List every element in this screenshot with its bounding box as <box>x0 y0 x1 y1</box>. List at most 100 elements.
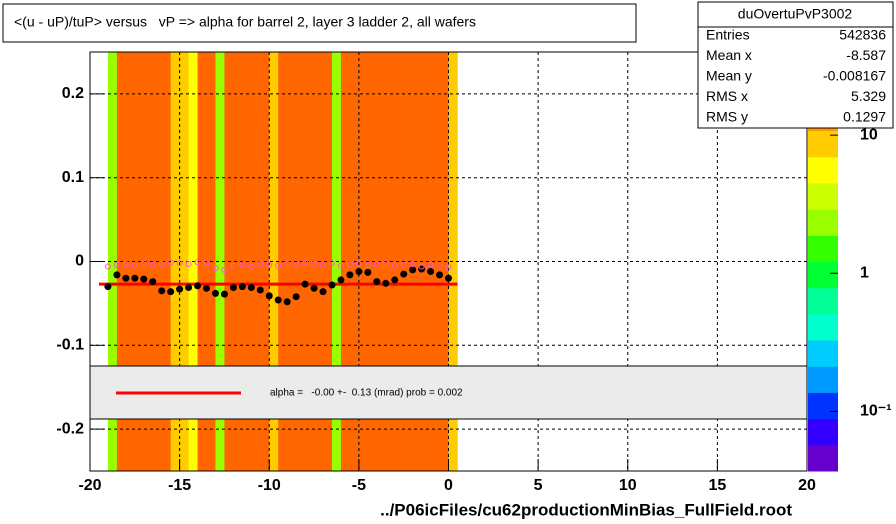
profile-point <box>373 278 381 286</box>
profile-point <box>266 261 273 268</box>
color-scale-step <box>808 444 838 472</box>
color-scale-step <box>808 340 838 367</box>
profile-point <box>346 271 354 279</box>
profile-point <box>391 262 398 269</box>
profile-point <box>382 279 390 287</box>
profile-point <box>283 298 291 306</box>
profile-point <box>346 261 353 268</box>
color-scale-step <box>808 130 838 158</box>
x-tick-label: -10 <box>258 477 281 494</box>
profile-point <box>113 261 120 268</box>
heatmap-cell <box>251 52 261 471</box>
profile-point <box>274 296 282 304</box>
profile-point <box>320 261 327 268</box>
profile-point <box>212 265 219 272</box>
profile-point <box>176 285 184 293</box>
profile-point <box>203 284 211 292</box>
profile-point <box>302 259 309 266</box>
color-scale-step <box>808 235 838 262</box>
y-tick-label: -0.1 <box>56 337 84 354</box>
profile-point <box>364 261 371 268</box>
x-tick-label: 0 <box>444 477 453 494</box>
profile-point <box>427 268 435 276</box>
profile-point <box>185 261 192 268</box>
stats-value: 0.1297 <box>843 109 886 125</box>
stats-label: RMS y <box>706 109 748 125</box>
profile-point <box>211 289 219 297</box>
profile-point <box>122 261 129 268</box>
heatmap-cell <box>287 52 297 471</box>
x-tick-label: -5 <box>352 477 366 494</box>
profile-point <box>436 271 444 279</box>
heatmap-cell <box>233 52 243 471</box>
stats-name: duOvertuPvP3002 <box>738 6 853 22</box>
heatmap-cell <box>125 52 136 471</box>
profile-point <box>328 281 336 289</box>
x-tick-label: 20 <box>798 477 816 494</box>
heatmap-cell <box>448 52 458 471</box>
profile-point <box>409 266 417 274</box>
y-tick-label: -0.2 <box>56 420 84 437</box>
stats-label: Mean y <box>706 68 752 84</box>
profile-point <box>113 271 121 279</box>
profile-point <box>275 262 282 269</box>
frame <box>89 51 808 472</box>
heatmap-cell <box>358 52 369 471</box>
profile-point <box>284 260 291 267</box>
profile-point <box>355 268 363 276</box>
profile-point <box>229 283 237 291</box>
profile-point <box>427 261 434 268</box>
y-tick-label: 0.2 <box>62 85 84 102</box>
stats-value: -0.008167 <box>823 68 886 84</box>
y-tick-label: 0 <box>75 253 84 270</box>
heatmap-cell <box>340 52 351 471</box>
profile-point <box>293 261 300 268</box>
color-scale-step <box>808 366 838 393</box>
color-scale-step <box>808 261 838 289</box>
z-tick-label: 1 <box>860 264 869 281</box>
stats-label: RMS x <box>706 88 748 104</box>
profile-point <box>230 262 237 269</box>
profile-point <box>391 276 399 284</box>
title-box <box>2 3 637 43</box>
profile-point <box>265 292 273 300</box>
profile-point <box>337 262 344 269</box>
profile-point <box>248 263 255 270</box>
stats-value: 542836 <box>839 27 886 43</box>
profile-point <box>257 261 264 268</box>
profile-point <box>158 287 166 295</box>
profile-point <box>256 286 264 294</box>
profile-point <box>382 260 389 267</box>
profile-point <box>221 266 228 273</box>
stats-value: -8.587 <box>846 47 886 63</box>
profile-point <box>167 259 174 266</box>
profile-point <box>445 264 452 271</box>
heatmap-cell <box>305 52 315 471</box>
color-scale-step <box>808 287 838 315</box>
profile-point <box>131 274 139 282</box>
profile-point <box>104 263 111 270</box>
profile-point <box>131 262 138 269</box>
x-tick-label: 10 <box>619 477 637 494</box>
heatmap-cell <box>197 52 207 471</box>
profile-point <box>400 270 408 278</box>
profile-point <box>436 262 443 269</box>
stats-value: 5.329 <box>851 88 886 104</box>
heatmap-cell <box>179 52 189 471</box>
profile-point <box>239 261 246 268</box>
profile-point <box>140 275 148 283</box>
x-tick-label: 15 <box>708 477 726 494</box>
stats-label: Mean x <box>706 47 752 63</box>
x-tick-label: -20 <box>78 477 101 494</box>
fit-legend-text: alpha = -0.00 +- 0.13 (mrad) prob = 0.00… <box>270 388 463 399</box>
profile-point <box>122 274 130 282</box>
profile-point <box>176 260 183 267</box>
heatmap-cell <box>376 52 387 471</box>
profile-point <box>409 261 416 268</box>
stats-label: Entries <box>706 27 750 43</box>
y-tick-label: 0.1 <box>62 169 84 186</box>
profile-point <box>149 261 156 268</box>
profile-point <box>292 293 300 301</box>
